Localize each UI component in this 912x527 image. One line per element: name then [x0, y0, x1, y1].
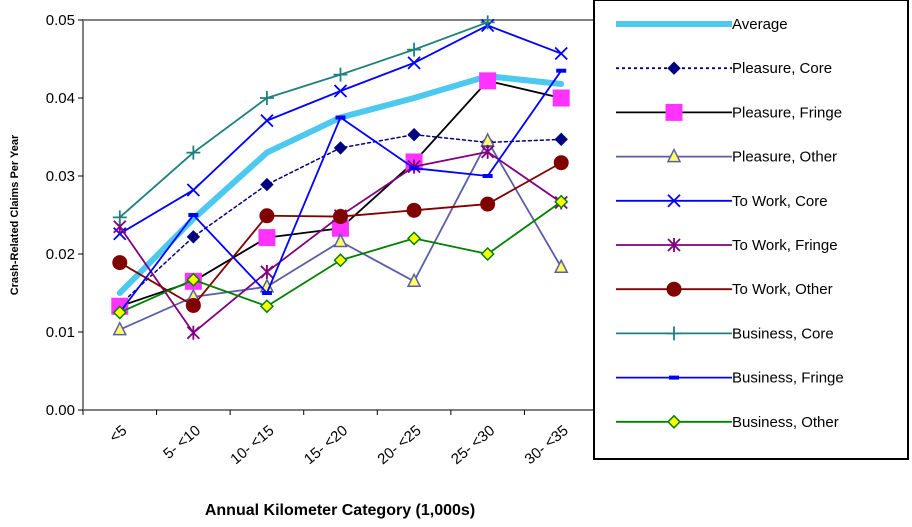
y-axis-title: Crash-Related Claims Per Year	[9, 134, 21, 295]
legend-item-business-other: Business, Other	[616, 414, 839, 431]
data-point	[258, 229, 276, 247]
x-tick-label: 5- <10	[160, 422, 204, 463]
legend-item-pleasure-core: Pleasure, Core	[616, 60, 832, 77]
x-tick-label: 30- <35	[522, 422, 572, 468]
legend-box	[593, 0, 909, 460]
data-point	[333, 253, 348, 268]
data-point	[186, 325, 200, 340]
y-tick-label: 0.03	[46, 168, 75, 185]
data-point	[112, 320, 127, 336]
data-point	[333, 67, 348, 82]
series-line	[118, 21, 489, 219]
x-axis-title: Annual Kilometer Category (1,000s)	[205, 502, 475, 519]
legend-label: Average	[732, 16, 788, 33]
x-tick-label: 20- <25	[374, 422, 424, 468]
data-point	[407, 42, 422, 57]
data-point	[259, 208, 275, 224]
data-point	[185, 297, 201, 313]
data-point	[333, 232, 348, 248]
data-point	[333, 209, 348, 225]
data-point	[333, 84, 348, 98]
legend-swatch-marker	[667, 238, 681, 252]
data-point	[481, 144, 495, 159]
legend-label: To Work, Other	[732, 281, 833, 298]
x-tick-label: 10- <15	[227, 422, 277, 468]
data-point	[554, 46, 568, 61]
data-point	[186, 183, 200, 197]
legend-swatch-marker	[667, 194, 681, 208]
legend-label: Business, Fringe	[732, 370, 844, 387]
data-point	[406, 272, 422, 288]
legend-label: Business, Core	[732, 325, 834, 342]
data-point	[552, 89, 570, 107]
y-tick-label: 0.05	[46, 12, 75, 29]
data-point	[260, 264, 274, 279]
data-point	[260, 177, 274, 192]
data-point	[480, 246, 495, 262]
data-point	[186, 145, 201, 160]
data-point	[260, 113, 274, 128]
legend-item-business-fringe: Business, Fringe	[616, 370, 844, 387]
series-business-other	[112, 194, 569, 320]
y-axis: 0.00 0.01 0.02 0.03 0.04 0.05	[46, 12, 83, 419]
legend-swatch-marker	[666, 281, 682, 297]
legend-label: Pleasure, Other	[732, 149, 837, 166]
series-layer	[111, 15, 570, 340]
data-point	[406, 202, 422, 218]
data-point	[553, 155, 569, 171]
x-tick-label: 15- <20	[301, 422, 351, 468]
y-tick-label: 0.00	[46, 402, 75, 419]
data-point	[480, 15, 495, 30]
series-business-core	[112, 15, 495, 225]
data-point	[259, 299, 274, 314]
data-point	[407, 127, 421, 142]
legend-item-to-work-fringe: To Work, Fringe	[616, 237, 838, 254]
legend-item-business-core: Business, Core	[616, 325, 834, 342]
data-point	[479, 72, 497, 90]
x-tick-label: 25- <30	[448, 422, 498, 468]
legend-label: To Work, Core	[732, 193, 828, 210]
x-axis: <5 5- <10 10- <15 15- <20 20- <25 25- <30 30- …	[82, 410, 599, 468]
legend-item-to-work-core: To Work, Core	[616, 193, 828, 210]
data-point	[554, 194, 569, 209]
legend: Average Pleasure, Core Pleasure, Fringe Ple…	[593, 0, 909, 460]
data-point	[112, 305, 127, 320]
data-point	[407, 56, 421, 70]
data-point	[186, 230, 201, 244]
data-point	[112, 210, 127, 225]
data-point	[480, 196, 496, 212]
data-point	[186, 272, 201, 287]
data-point	[554, 258, 569, 274]
x-tick-label: <5	[106, 422, 130, 446]
legend-label: Pleasure, Fringe	[732, 104, 842, 121]
data-point	[259, 91, 274, 105]
legend-item-average: Average	[616, 16, 788, 33]
legend-item-pleasure-fringe: Pleasure, Fringe	[616, 103, 842, 121]
data-point	[333, 141, 348, 155]
legend-item-to-work-other: To Work, Other	[616, 281, 833, 298]
y-tick-label: 0.01	[46, 324, 75, 341]
legend-swatch-marker	[666, 414, 682, 429]
legend-swatch-marker	[667, 326, 681, 341]
legend-swatch-marker	[665, 103, 683, 121]
legend-label: Pleasure, Core	[732, 60, 832, 77]
legend-label: To Work, Fringe	[732, 237, 838, 254]
legend-swatch-marker	[666, 147, 682, 163]
y-tick-label: 0.02	[46, 246, 75, 263]
legend-label: Business, Other	[732, 414, 839, 431]
y-tick-label: 0.04	[46, 90, 75, 107]
data-point	[407, 231, 422, 246]
legend-swatch-marker	[667, 61, 681, 75]
series-to-work-other	[112, 155, 569, 313]
data-point	[112, 255, 128, 271]
legend-item-pleasure-other: Pleasure, Other	[616, 147, 837, 166]
data-point	[554, 132, 568, 147]
